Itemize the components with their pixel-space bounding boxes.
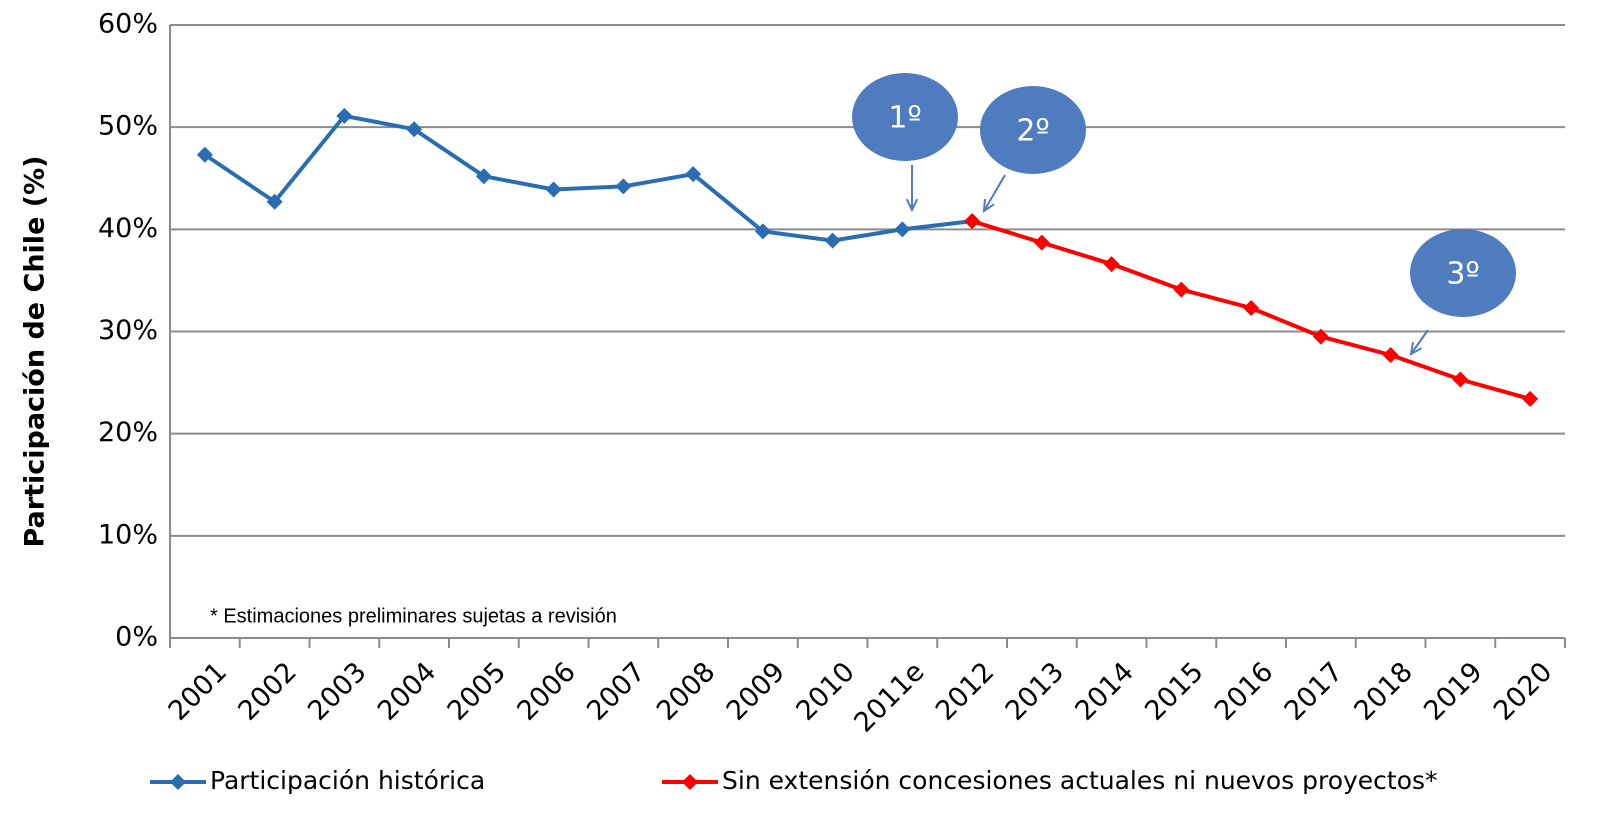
point (1312, 328, 1329, 345)
y-tick-label: 30% (98, 315, 158, 346)
x-tick-label: 2007 (581, 656, 652, 727)
x-tick-label: 2018 (1348, 656, 1419, 727)
legend-label: Sin extensión concesiones actuales ni nu… (722, 766, 1438, 795)
callout-label: 2º (1016, 114, 1049, 149)
x-tick-label: 2012 (930, 656, 1001, 727)
point (336, 107, 353, 124)
callout-arrowhead (982, 198, 995, 213)
x-tick-label: 2009 (721, 656, 792, 727)
point (266, 193, 283, 210)
y-tick-label: 60% (98, 9, 158, 40)
series-line (203, 113, 973, 243)
point (1452, 371, 1469, 388)
point (196, 146, 213, 163)
callout-arrowhead (1409, 342, 1422, 356)
x-tick-label: 2016 (1209, 656, 1280, 727)
x-tick-label: 2014 (1069, 656, 1140, 727)
point (615, 178, 632, 195)
point (1033, 234, 1050, 251)
callout-bubble (980, 86, 1086, 174)
callout-arrowhead (905, 198, 919, 213)
point (406, 121, 423, 138)
legend-marker (682, 774, 698, 790)
point (1382, 346, 1399, 363)
callout-arrow (1410, 329, 1429, 355)
y-tick-label: 50% (98, 111, 158, 142)
note: * Estimaciones preliminares sujetas a re… (210, 605, 617, 627)
callout-label: 1º (888, 101, 921, 136)
point (1243, 300, 1260, 317)
x-tick-label: 2013 (1000, 656, 1071, 727)
x-tick-label: 2004 (372, 656, 443, 727)
x-tick-label: 2020 (1488, 656, 1559, 727)
x-tick-label: 2003 (302, 656, 373, 727)
x-tick-label: 2006 (511, 656, 582, 727)
x-tick-label: 2015 (1139, 656, 1210, 727)
point (475, 168, 492, 185)
legend-label: Participación histórica (210, 766, 485, 795)
callout-arrow (983, 174, 1006, 212)
x-tick-label: 2011e (848, 656, 930, 738)
point (1173, 281, 1190, 298)
x-tick-label: 2008 (651, 656, 722, 727)
y-axis-label: Participación de Chile (%) (20, 155, 51, 547)
point (964, 213, 981, 230)
point (894, 221, 911, 238)
x-tick-label: 2019 (1418, 656, 1489, 727)
point (685, 166, 702, 183)
point (754, 223, 771, 240)
callout-bubble (852, 73, 958, 161)
x-tick-label: 2001 (163, 656, 234, 727)
point (545, 181, 562, 198)
x-tick-label: 2005 (442, 656, 513, 727)
legend-marker (170, 774, 186, 790)
callout-label: 3º (1446, 257, 1479, 292)
point (1103, 256, 1120, 273)
callout-bubble (1410, 229, 1516, 317)
y-tick-label: 10% (98, 519, 158, 550)
y-tick-label: 40% (98, 213, 158, 244)
y-tick-label: 0% (115, 622, 158, 653)
x-tick-label: 2002 (232, 656, 303, 727)
x-tick-label: 2017 (1279, 656, 1350, 727)
y-tick-label: 20% (98, 417, 158, 448)
point (824, 232, 841, 249)
point (1522, 390, 1539, 407)
